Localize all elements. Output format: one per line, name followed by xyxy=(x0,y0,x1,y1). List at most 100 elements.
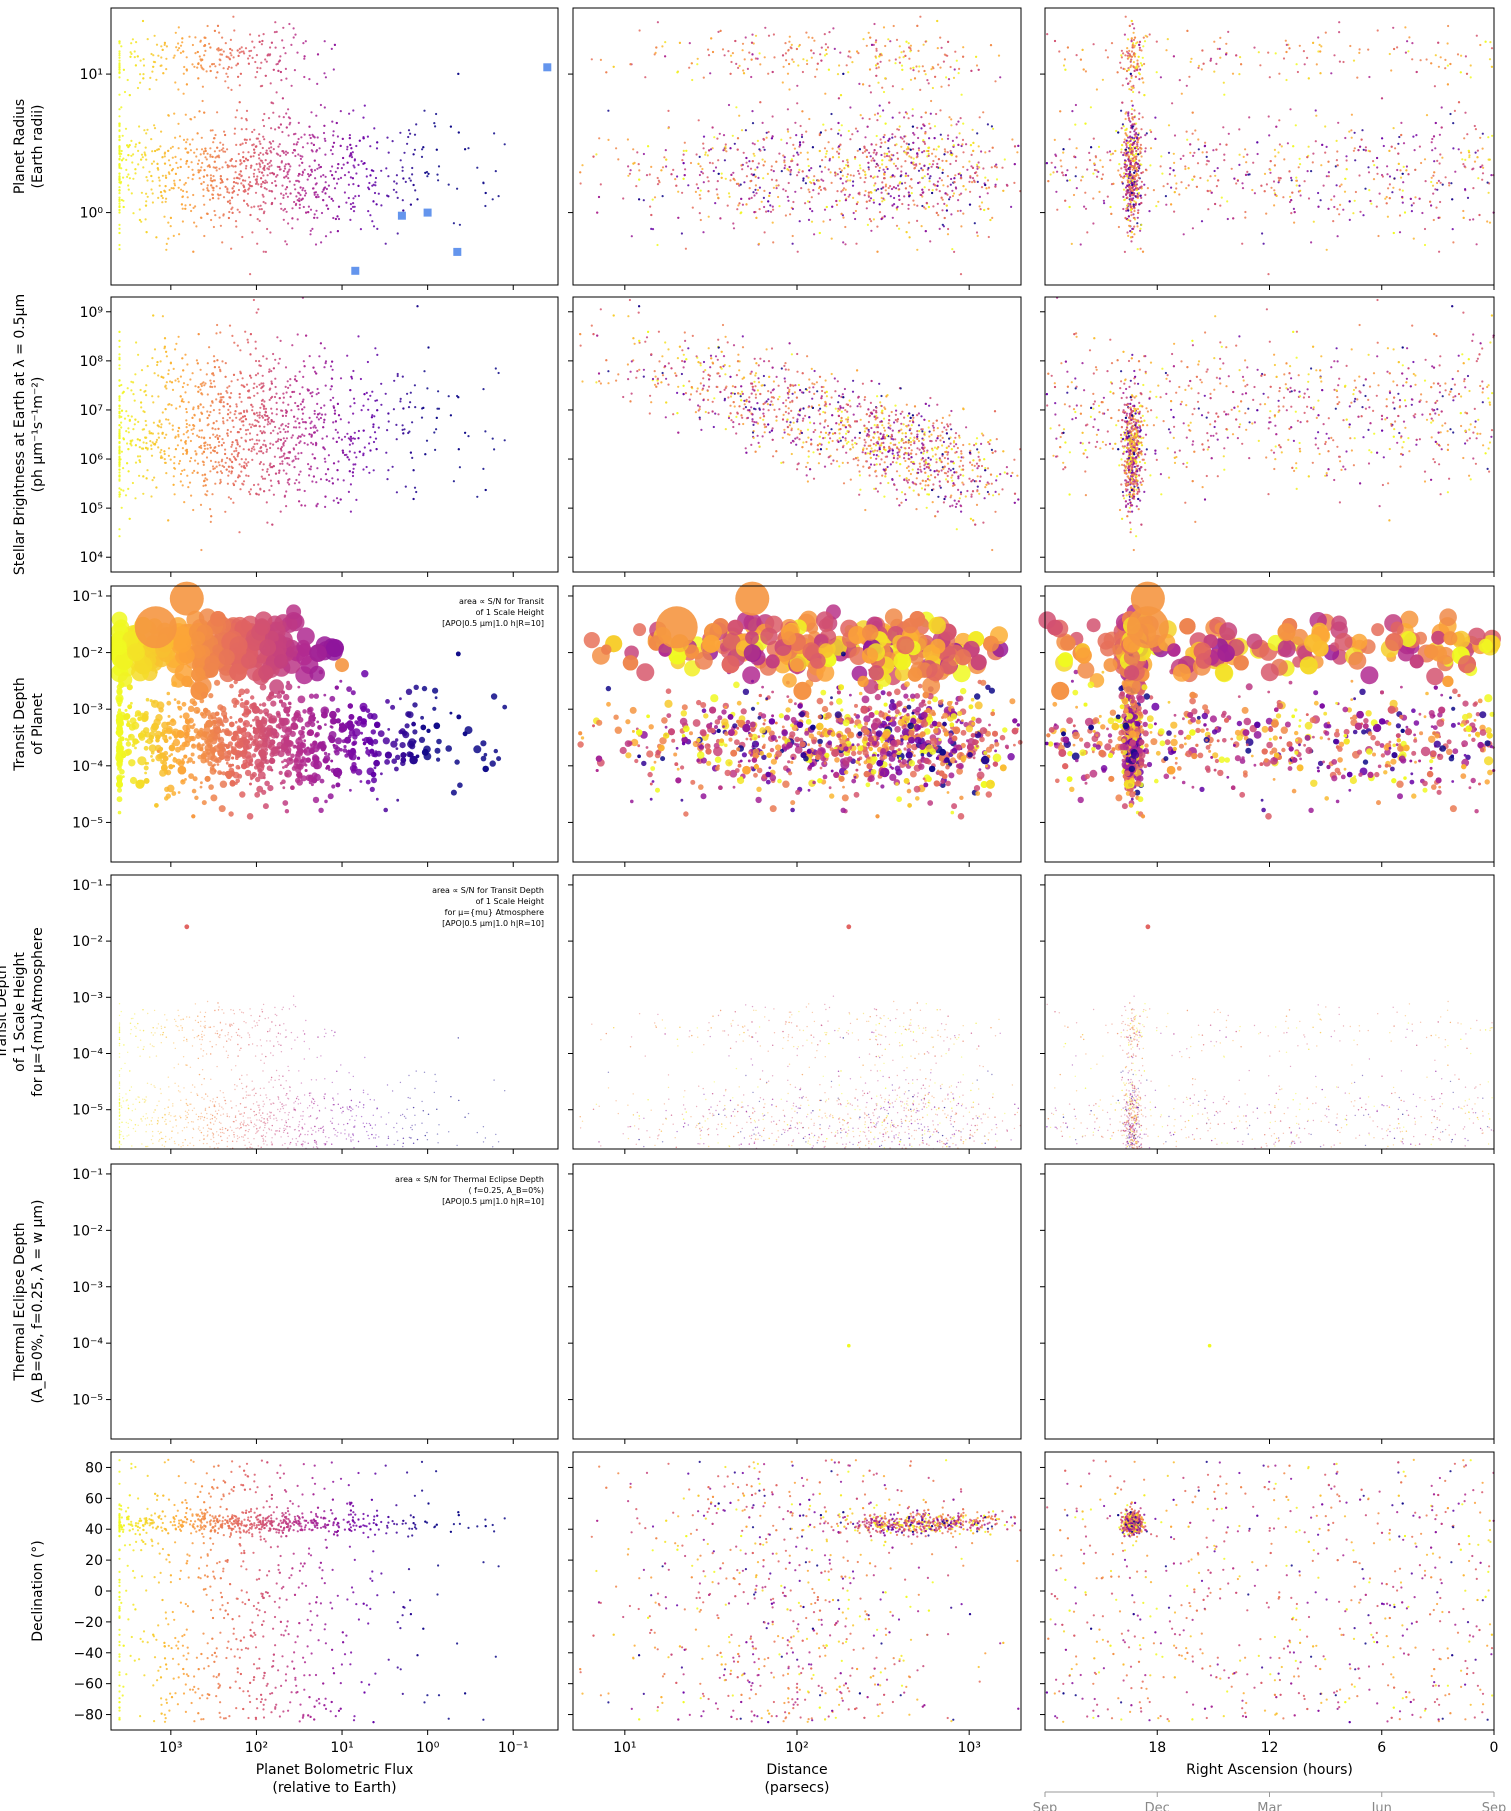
data-point xyxy=(290,43,293,47)
data-point xyxy=(371,220,374,223)
data-point xyxy=(118,495,121,498)
data-point xyxy=(1167,124,1171,127)
data-point xyxy=(1075,54,1078,57)
data-point xyxy=(824,166,827,169)
data-point xyxy=(1370,202,1373,205)
data-point xyxy=(262,33,265,36)
data-point xyxy=(1468,218,1471,221)
panel-radius-vs-distance xyxy=(579,15,1022,276)
data-point xyxy=(1068,138,1071,141)
data-point xyxy=(881,181,884,184)
data-point xyxy=(173,455,176,459)
data-point xyxy=(870,43,874,47)
data-point xyxy=(1457,148,1460,151)
data-point xyxy=(876,225,879,228)
data-point xyxy=(219,392,222,395)
data-point xyxy=(1135,152,1138,155)
data-point xyxy=(142,73,145,76)
data-point xyxy=(1473,160,1477,163)
data-point xyxy=(875,39,878,42)
data-point xyxy=(1130,231,1133,234)
data-point xyxy=(399,397,402,400)
data-point xyxy=(304,40,307,43)
data-point xyxy=(1109,205,1112,209)
data-point xyxy=(1392,231,1395,235)
data-point xyxy=(948,198,951,201)
data-point xyxy=(1179,157,1182,160)
data-point xyxy=(979,208,982,211)
data-point xyxy=(218,435,221,438)
data-point xyxy=(299,193,302,197)
data-point xyxy=(141,156,144,159)
data-point xyxy=(1126,204,1129,207)
data-point xyxy=(265,188,268,191)
data-point xyxy=(209,451,212,454)
data-point xyxy=(1372,160,1375,163)
data-point xyxy=(222,147,225,150)
data-point xyxy=(1084,122,1087,125)
data-point xyxy=(1240,63,1243,66)
data-point xyxy=(936,184,939,187)
data-point xyxy=(946,175,950,178)
data-point xyxy=(1284,39,1287,42)
data-point xyxy=(1377,234,1380,238)
solar-system-planet-marker xyxy=(543,63,552,72)
data-point xyxy=(903,116,906,119)
data-point xyxy=(877,66,880,69)
data-point xyxy=(1262,242,1265,245)
data-point xyxy=(365,175,368,178)
data-point xyxy=(1093,162,1096,165)
data-point xyxy=(865,155,869,158)
data-point xyxy=(260,159,263,162)
data-point xyxy=(118,175,121,178)
data-point xyxy=(717,159,720,162)
data-point xyxy=(765,131,768,134)
data-point xyxy=(260,183,263,186)
data-point xyxy=(272,111,275,114)
data-point xyxy=(727,103,731,107)
data-point xyxy=(841,160,845,163)
data-point xyxy=(313,169,317,172)
data-point xyxy=(309,208,313,211)
data-point xyxy=(1173,174,1177,177)
data-point xyxy=(235,64,238,67)
data-point xyxy=(957,72,960,75)
data-point xyxy=(1210,191,1213,194)
data-point xyxy=(281,130,284,134)
data-point xyxy=(332,68,335,71)
data-point xyxy=(904,181,907,184)
data-point xyxy=(1116,71,1119,74)
data-point xyxy=(878,104,881,107)
data-point xyxy=(319,478,323,481)
data-point xyxy=(1132,203,1135,206)
data-point xyxy=(1084,191,1087,194)
data-point xyxy=(1139,227,1142,230)
data-point xyxy=(255,439,258,442)
data-point xyxy=(168,172,171,175)
data-point xyxy=(308,165,311,168)
data-point xyxy=(872,201,876,204)
data-point xyxy=(1324,151,1327,154)
data-point xyxy=(1466,196,1470,199)
data-point xyxy=(1130,76,1133,79)
data-point xyxy=(1223,159,1226,162)
data-point xyxy=(1435,206,1438,209)
data-point xyxy=(941,198,944,201)
data-point xyxy=(228,191,231,194)
data-point xyxy=(357,335,360,338)
data-point xyxy=(271,181,274,185)
data-point xyxy=(309,173,312,176)
data-point xyxy=(895,143,898,146)
data-point xyxy=(184,181,187,185)
data-point xyxy=(268,368,271,371)
data-point xyxy=(264,159,267,162)
data-point xyxy=(997,54,1001,57)
data-point xyxy=(1376,166,1379,169)
data-point xyxy=(148,430,151,433)
data-point xyxy=(961,138,965,141)
data-point xyxy=(118,71,121,74)
data-point xyxy=(1424,180,1427,183)
data-point xyxy=(947,134,950,137)
data-point xyxy=(241,235,244,239)
data-point xyxy=(198,177,201,180)
